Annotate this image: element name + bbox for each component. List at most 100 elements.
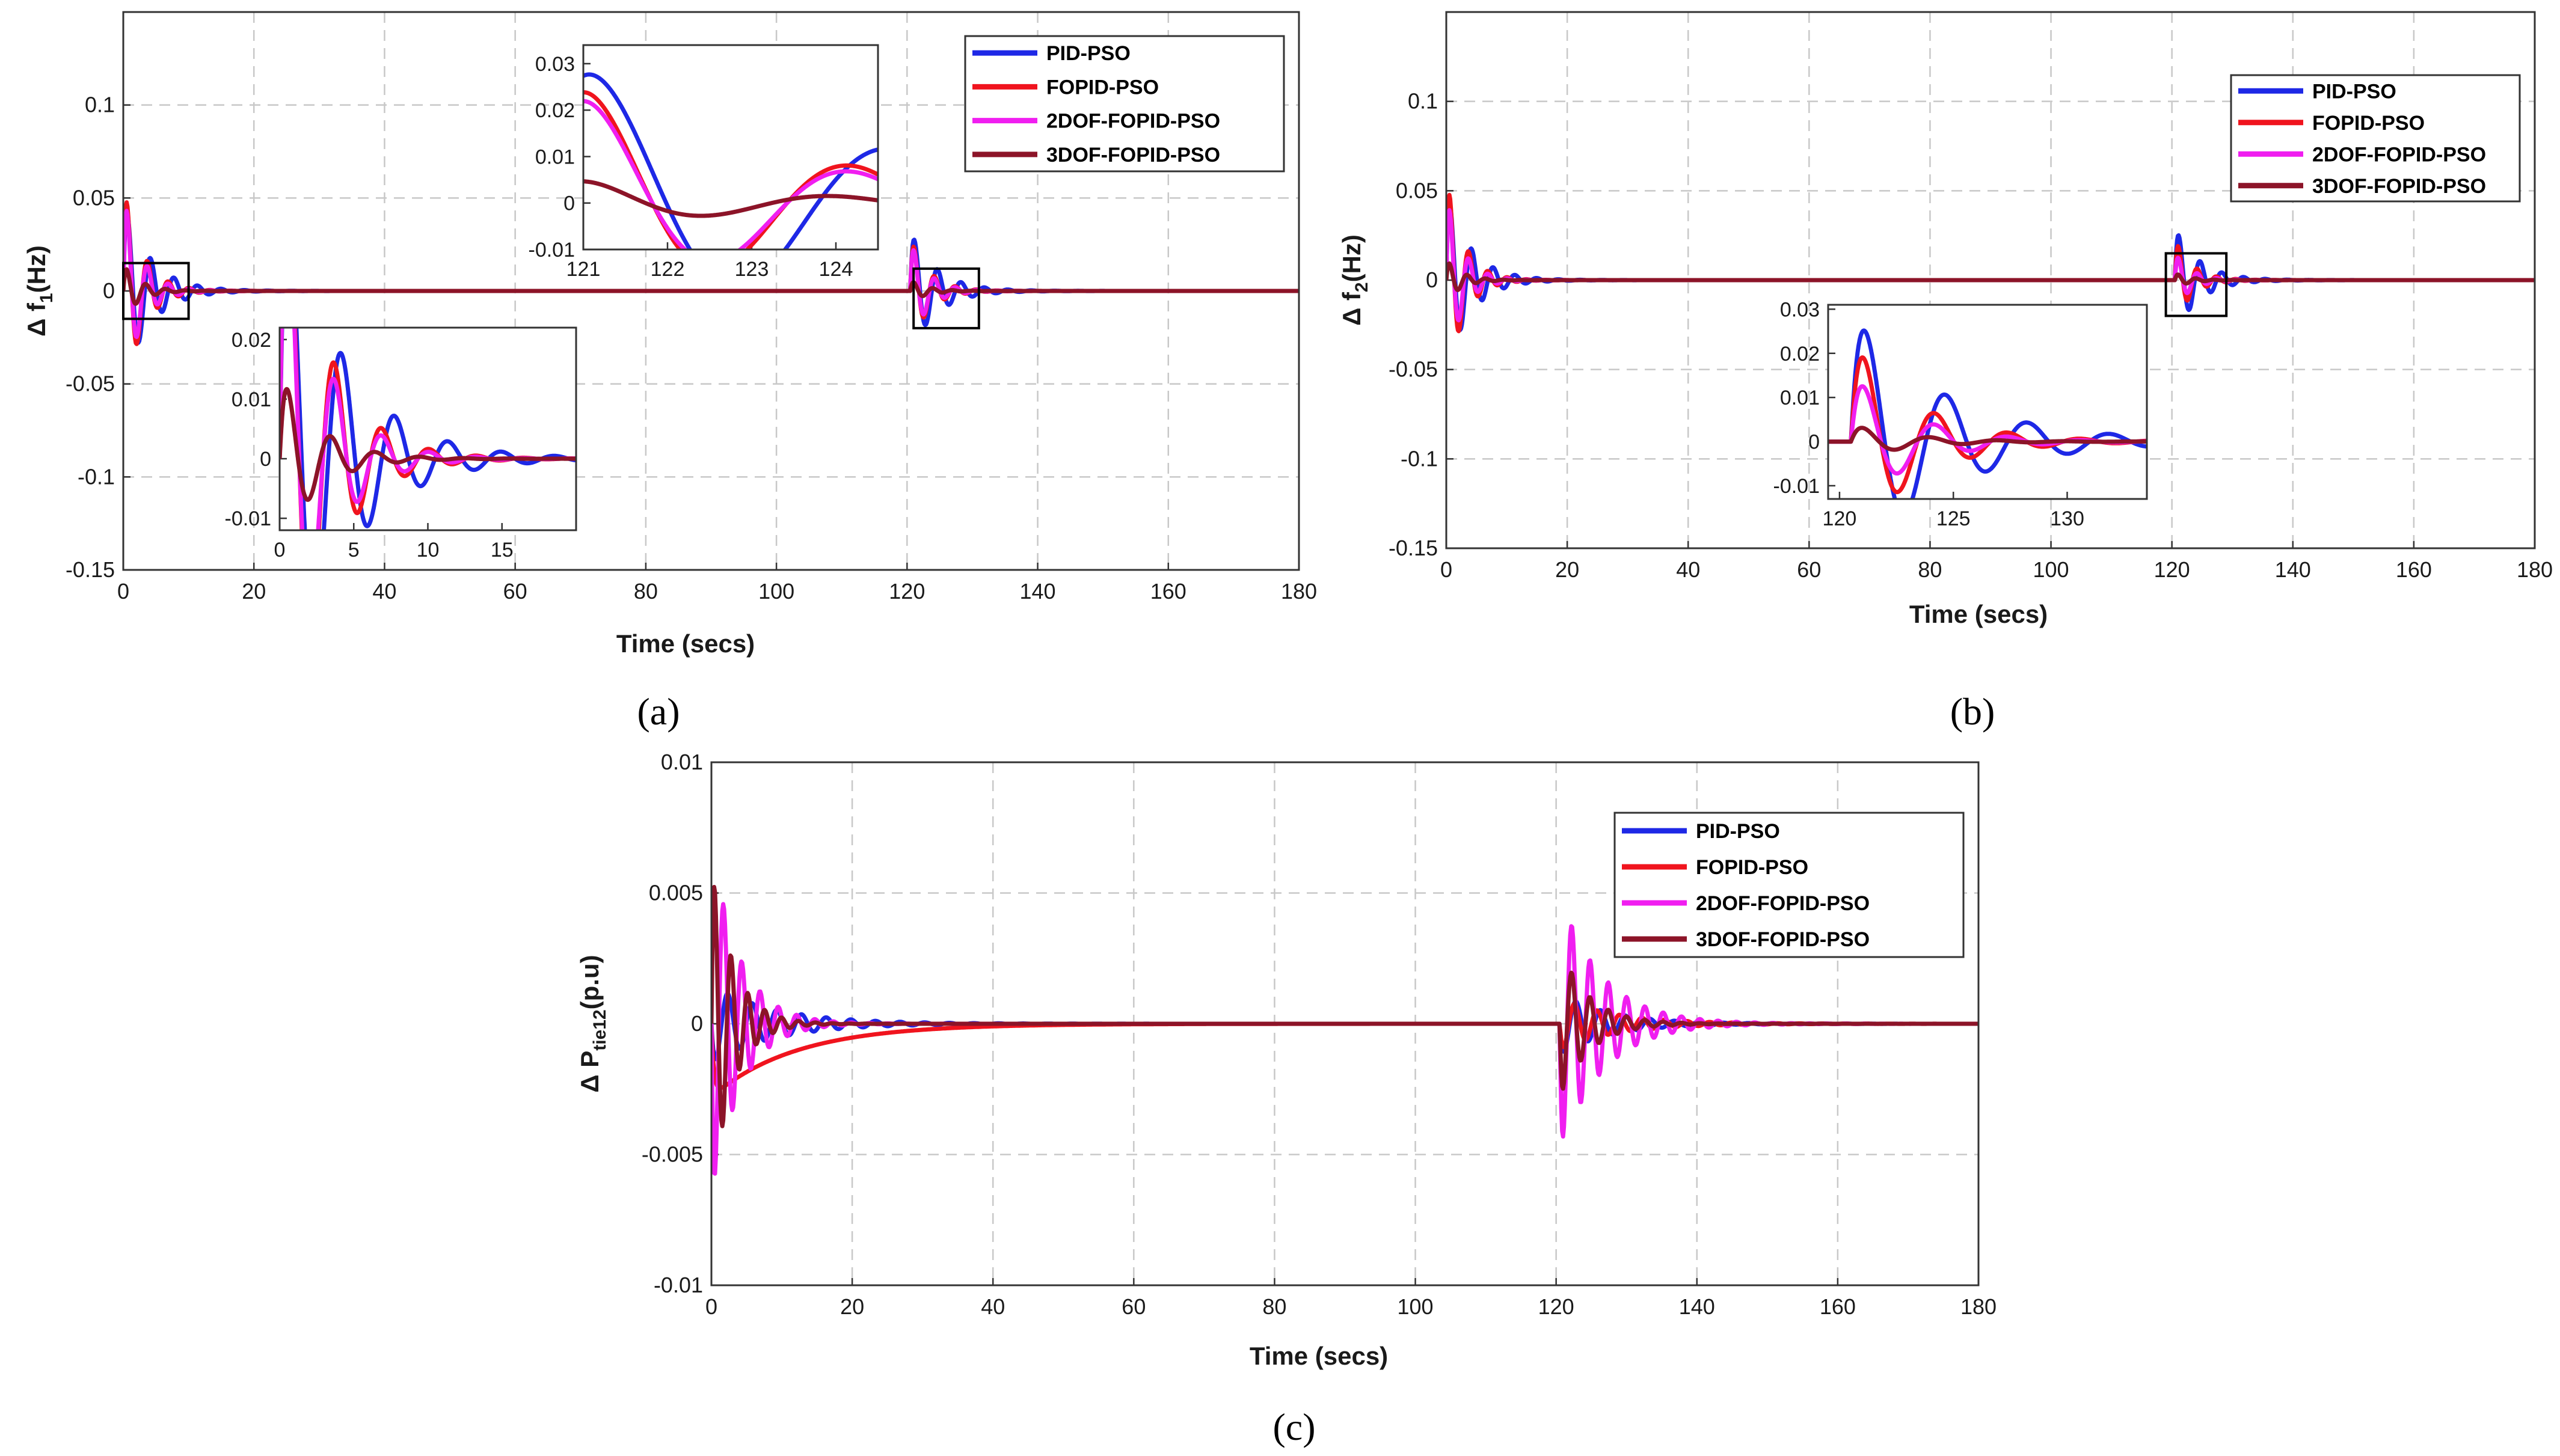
chart-b-inset-xtick-label: 130 [2050,507,2084,530]
chart-a-inset-series-pid-pso [280,328,576,530]
chart-c-xtick-label: 40 [981,1294,1005,1319]
chart-a-xtick-label: 120 [889,579,925,604]
chart-b-inset-frame [1827,304,2148,500]
chart-a-inset-xtick-label: 123 [735,258,769,281]
chart-a-xtick-label: 40 [372,579,396,604]
chart-a-inset-frame [278,326,577,531]
chart-a-inset-ytick-label: -0.01 [529,239,576,262]
chart-b-xtick-label: 120 [2154,557,2190,582]
chart-a-inset-ytick-label: 0.02 [232,329,271,352]
chart-a-ytick-label: -0.15 [66,557,115,582]
chart-a-ytick-label: 0 [103,278,115,303]
chart-a-legend: PID-PSO FOPID-PSO 2DOF-FOPID-PSO 3DOF-FOPID… [964,35,1285,173]
chart-b-legend-label: 2DOF-FOPID-PSO [2312,143,2486,166]
chart-a-inset-ytick-label: 0.01 [535,145,575,168]
chart-c-xlabel: Time (secs) [1250,1342,1388,1370]
chart-a-inset-ytick-label: 0 [260,448,271,471]
chart-a-inset-ytick-label: 0.01 [232,388,271,411]
chart-a-inset-ytick-label: 0 [563,192,575,215]
chart-panel-a: 0 20 40 60 80 100 120 140 160 180-0.15-0.1-0.0500… [22,11,1317,658]
chart-b-ylabel-sub: 2 [1352,282,1372,292]
chart-panel-c: 0 20 40 60 80 100 120 140 160 180 -0.01 -0.005 0 0.00… [576,750,1997,1370]
chart-c-xtick-label: 160 [1820,1294,1856,1319]
chart-a-xtick-label: 140 [1020,579,1056,604]
chart-c-frame [710,761,1980,1286]
chart-b-legend-box [2230,74,2521,203]
chart-a-inset-ytick-label: 0.03 [535,53,575,76]
chart-b-zoom-box [2164,252,2228,317]
chart-b-legend: PID-PSO FOPID-PSO 2DOF-FOPID-PSO 3DOF-FOPID… [2230,74,2521,203]
chart-b-ytick-label: 0.1 [1408,89,1438,114]
chart-a-ylabel-unit: (Hz) [22,245,51,293]
chart-b-inset-ytick-label: 0.01 [1780,387,1820,409]
chart-b-legend-label: 3DOF-FOPID-PSO [2312,175,2486,198]
chart-b-xtick-label: 80 [1918,557,1942,582]
chart-c-ytick-label: 0.005 [649,881,703,905]
chart-c-xtick-label: 20 [840,1294,864,1319]
chart-b-inset-ytick-label: 0.03 [1780,298,1820,321]
chart-b-xtick-label: 140 [2275,557,2311,582]
chart-a-zoom-box [122,262,190,320]
chart-b-xtick-label: 180 [2517,557,2553,582]
chart-c-legend: PID-PSO FOPID-PSO 2DOF-FOPID-PSO 3DOF-FOPID… [1613,812,1965,958]
chart-a-inset-series-pid-pso [583,72,878,249]
chart-b-inset-ytick-label: 0 [1808,431,1820,454]
chart-b-xtick-label: 60 [1797,557,1821,582]
chart-a-xlabel: Time (secs) [616,629,755,658]
chart-b-inset-ytick-label: -0.01 [1773,475,1820,498]
chart-a-xtick-label: 0 [117,579,129,604]
chart-a-inset-xtick-label: 122 [651,258,685,281]
chart-a-inset-1: 121 122 123 124 -0.01 0 0.01 0.02 0.03 [529,44,879,281]
chart-a-ytick-label: -0.1 [78,464,115,489]
chart-a-inset-series-2dof-fopid-pso [583,99,878,249]
chart-a-inset-series-3dof-fopid-pso [280,387,576,502]
chart-c-xtick-label: 100 [1398,1294,1434,1319]
chart-b-xtick-label: 20 [1555,557,1579,582]
caption-a: (a) [637,690,680,733]
chart-a-legend-label: 3DOF-FOPID-PSO [1046,144,1220,167]
chart-a-legend-label: FOPID-PSO [1046,76,1159,99]
chart-c-xtick-label: 0 [705,1294,717,1319]
chart-c-ytick-label: 0 [691,1011,703,1036]
chart-a-ytick-label: 0.05 [73,185,115,210]
chart-b-ylabel: Δ f2(Hz) [1337,234,1372,326]
chart-c-ytick-label: -0.005 [642,1142,703,1167]
chart-a-legend-box [964,35,1285,173]
chart-b-xtick-label: 100 [2033,557,2069,582]
chart-c-ylabel-unit: (p.u) [576,955,604,1009]
chart-a-inset-xtick-label: 121 [566,258,601,281]
chart-c-ylabel-main: Δ P [576,1051,604,1093]
chart-a-xtick-label: 80 [634,579,658,604]
chart-b-inset-series-3dof-fopid-pso [1828,426,2147,452]
chart-a-inset-ytick-label: 0.02 [535,99,575,122]
chart-b-inset-ytick-label: 0.02 [1780,343,1820,366]
chart-c-xtick-label: 180 [1960,1294,1997,1319]
chart-a-ytick-label: 0.1 [85,93,115,117]
chart-c-legend-label: 2DOF-FOPID-PSO [1696,892,1870,915]
chart-b-ytick-label: -0.15 [1389,536,1438,560]
chart-c-xtick-label: 140 [1679,1294,1715,1319]
chart-c-xtick-label: 80 [1262,1294,1286,1319]
chart-a-inset-xtick-label: 0 [274,539,286,561]
chart-a-legend-label: 2DOF-FOPID-PSO [1046,110,1220,133]
chart-b-xtick-label: 160 [2396,557,2432,582]
chart-a-ylabel-main: Δ f [22,302,51,337]
chart-c-ytick-label: -0.01 [654,1273,703,1297]
chart-c-xtick-label: 120 [1538,1294,1574,1319]
chart-c-legend-label: FOPID-PSO [1696,856,1808,879]
chart-a-xtick-label: 20 [242,579,266,604]
chart-c-ylabel: Δ Ptie12(p.u) [576,955,610,1092]
chart-c-legend-label: 3DOF-FOPID-PSO [1696,928,1870,951]
chart-a-zoom-box [912,267,980,329]
chart-a-inset-frame [582,44,879,251]
chart-a-xtick-label: 160 [1150,579,1186,604]
chart-b-legend-label: PID-PSO [2312,80,2396,103]
chart-b-xlabel: Time (secs) [1909,600,2048,628]
chart-b-ytick-label: -0.1 [1401,446,1438,471]
chart-a-inset-plot-area [583,45,878,249]
chart-b-frame [1445,11,2536,549]
chart-a-ytick-label: -0.05 [66,372,115,396]
chart-b-xtick-label: 40 [1676,557,1700,582]
chart-a-inset-ytick-label: -0.01 [225,507,272,530]
